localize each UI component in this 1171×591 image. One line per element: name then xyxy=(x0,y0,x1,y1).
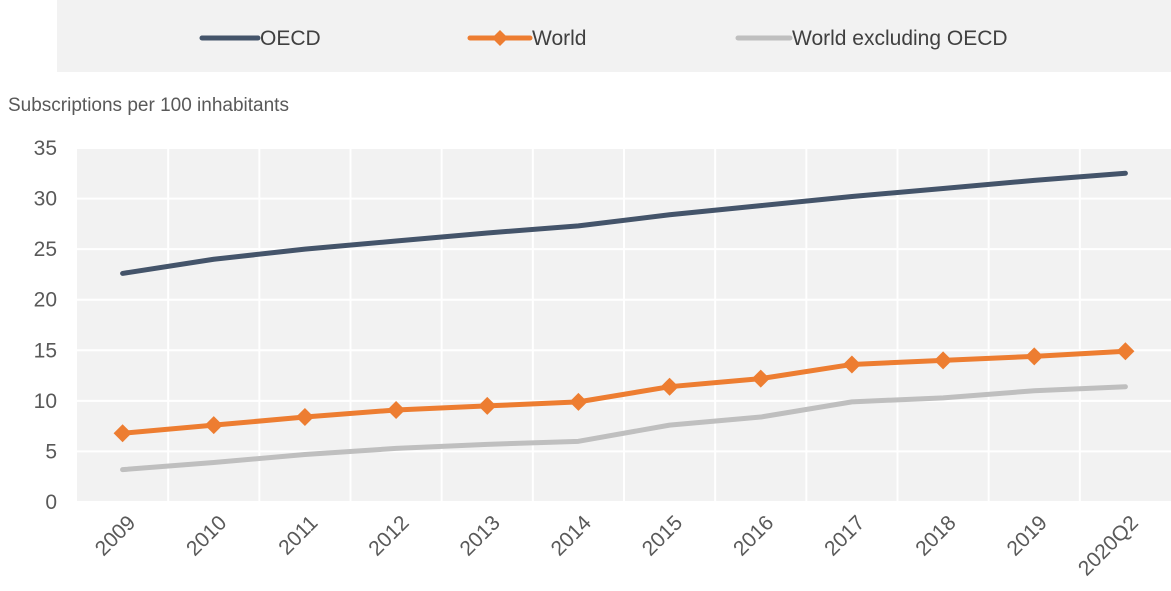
data-point-marker xyxy=(751,369,770,388)
y-tick-label: 15 xyxy=(34,339,57,362)
series-line-world-excluding-oecd xyxy=(120,384,1128,473)
x-tick-label: 2016 xyxy=(729,511,778,560)
legend-label: OECD xyxy=(260,27,321,50)
y-axis-label: Subscriptions per 100 inhabitants xyxy=(8,95,289,116)
x-tick-label: 2011 xyxy=(274,511,322,559)
data-point-marker xyxy=(204,416,223,435)
data-point-marker xyxy=(295,408,314,427)
data-point-marker xyxy=(1116,342,1135,361)
x-tick-label: 2014 xyxy=(547,511,597,561)
x-tick-label: 2018 xyxy=(911,511,960,560)
x-tick-label: 2020Q2 xyxy=(1074,511,1143,580)
y-tick-label: 5 xyxy=(45,440,57,463)
x-tick-label: 2010 xyxy=(182,511,231,560)
x-tick-label: 2015 xyxy=(638,511,687,560)
x-tick-label: 2013 xyxy=(455,511,504,560)
data-point-marker xyxy=(569,392,588,411)
y-tick-label: 20 xyxy=(34,289,57,312)
legend-label: World xyxy=(532,27,586,50)
x-tick-label: 2017 xyxy=(820,511,869,560)
data-point-marker xyxy=(478,396,497,415)
data-point-marker xyxy=(842,355,861,374)
x-tick-label: 2012 xyxy=(364,511,413,560)
y-tick-label: 0 xyxy=(45,491,57,514)
y-tick-label: 35 xyxy=(34,137,57,160)
series-line-world xyxy=(120,348,1128,436)
x-tick-label: 2009 xyxy=(91,511,140,560)
y-tick-label: 10 xyxy=(34,390,57,413)
x-axis-ticks: 2009 2010 2011 2012 2013 2014 2015 2016 2017 2018… xyxy=(91,511,1143,580)
data-point-marker xyxy=(387,400,406,419)
legend-label: World excluding OECD xyxy=(792,27,1008,50)
data-point-marker xyxy=(660,377,679,396)
data-point-marker xyxy=(934,351,953,370)
data-point-marker xyxy=(1025,347,1044,366)
legend-marker xyxy=(492,30,508,46)
y-tick-label: 30 xyxy=(34,188,57,211)
x-tick-label: 2019 xyxy=(1002,511,1051,560)
series-line-oecd xyxy=(120,170,1128,276)
grid xyxy=(77,147,1171,503)
data-point-marker xyxy=(113,424,132,443)
y-axis-ticks: 0 5 10 15 20 25 30 35 xyxy=(34,137,57,514)
series-group xyxy=(113,170,1135,473)
legend: OECD World World excluding OECD xyxy=(199,27,1008,50)
y-tick-label: 25 xyxy=(34,238,57,261)
